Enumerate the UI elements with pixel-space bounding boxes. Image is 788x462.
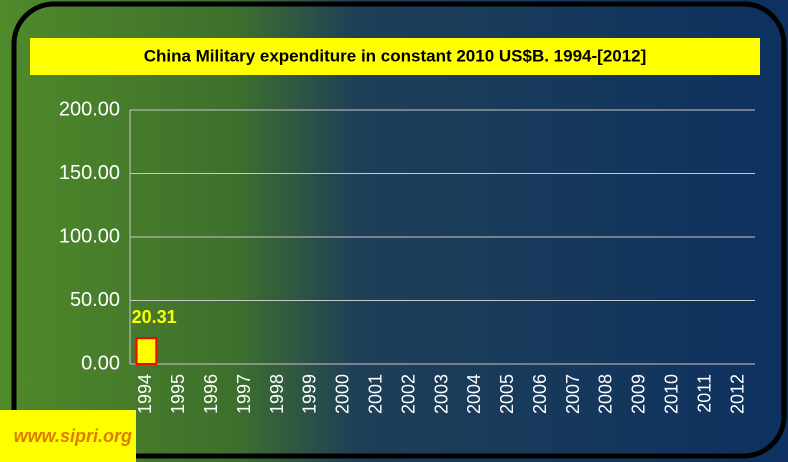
x-tick-label: 2005 (497, 374, 517, 414)
x-tick-label: 2000 (333, 374, 353, 414)
page: China Military expenditure in constant 2… (0, 0, 788, 462)
x-tick-label: 1995 (168, 374, 188, 414)
x-tick-label: 2003 (431, 374, 451, 414)
x-tick-label: 2011 (694, 374, 714, 413)
x-tick-label: 2001 (365, 374, 385, 414)
y-tick-label: 200.00 (59, 98, 120, 120)
y-tick-label: 100.00 (59, 225, 120, 247)
y-tick-label: 50.00 (70, 289, 120, 311)
x-tick-label: 2004 (464, 374, 484, 414)
x-tick-label: 1997 (234, 374, 254, 414)
source: www.sipri.org (14, 426, 132, 446)
x-tick-label: 2008 (596, 374, 616, 414)
x-tick-label: 1996 (201, 374, 221, 414)
x-tick-label: 2010 (662, 374, 682, 414)
chart: China Military expenditure in constant 2… (0, 0, 788, 462)
bar (137, 338, 157, 364)
x-tick-label: 2012 (727, 374, 747, 414)
x-tick-label: 2007 (563, 374, 583, 414)
x-tick-label: 2009 (629, 374, 649, 414)
chart-title: China Military expenditure in constant 2… (144, 46, 647, 65)
x-tick-label: 1994 (135, 374, 155, 414)
x-tick-label: 2002 (398, 374, 418, 414)
y-tick-label: 150.00 (59, 162, 120, 184)
y-tick-label: 0.00 (81, 352, 120, 374)
x-tick-label: 2006 (530, 374, 550, 414)
value-label: 20.31 (132, 307, 177, 327)
x-tick-label: 1998 (267, 374, 287, 414)
x-tick-label: 1999 (300, 374, 320, 414)
